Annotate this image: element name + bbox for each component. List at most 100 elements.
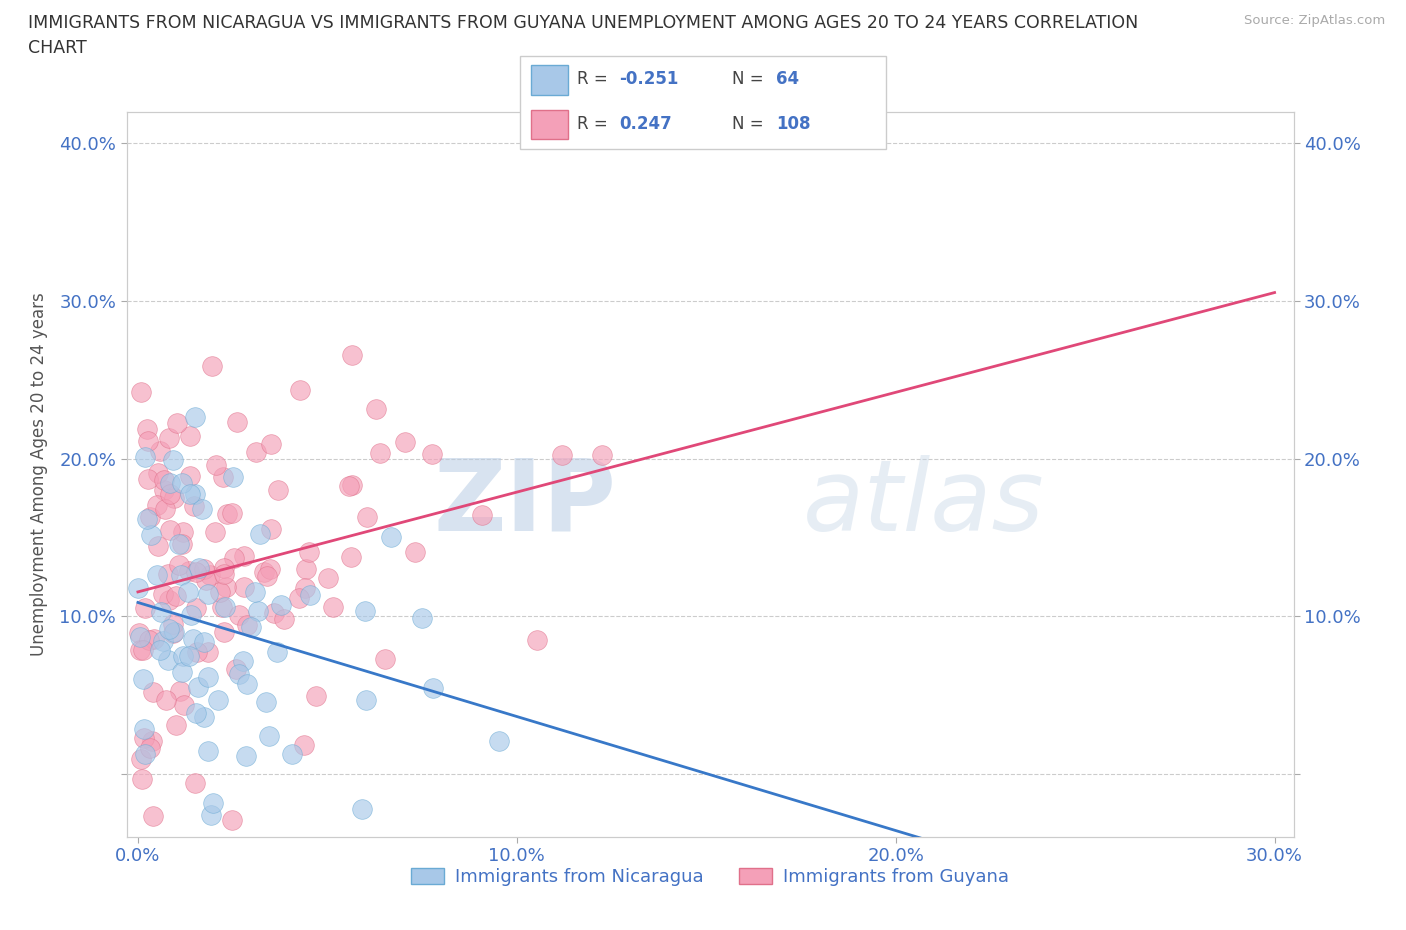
Point [260,436,283,451]
Point [184,705,207,720]
Point [232,549,254,564]
Text: IMMIGRANTS FROM NICARAGUA VS IMMIGRANTS FROM GUYANA UNEMPLOYMENT AMONG AGES 20 T: IMMIGRANTS FROM NICARAGUA VS IMMIGRANTS … [28,14,1139,32]
Point [170,475,193,490]
Point [170,567,193,582]
Point [165,589,187,604]
Point [169,684,191,698]
Text: 108: 108 [776,114,811,133]
Point [183,775,205,790]
Point [266,644,288,659]
Point [134,601,156,616]
Point [256,569,278,584]
Point [253,565,276,579]
Text: 0.247: 0.247 [619,114,672,133]
Point [162,626,184,641]
Point [263,606,285,621]
Point [149,604,172,619]
Point [214,579,236,594]
Text: Source: ZipAtlas.com: Source: ZipAtlas.com [1244,14,1385,27]
Point [221,506,243,521]
Point [138,633,160,648]
Point [368,445,391,460]
Point [214,599,236,614]
Point [340,347,363,362]
Point [184,409,207,424]
Point [138,740,160,755]
Point [374,651,396,666]
Point [195,573,218,588]
Point [281,747,304,762]
Point [356,510,378,525]
Point [254,695,277,710]
Point [184,600,207,615]
Point [288,382,311,397]
Point [128,626,150,641]
Point [179,429,201,444]
Point [207,693,229,708]
Point [149,643,172,658]
Point [259,562,281,577]
Point [134,450,156,465]
Point [222,551,245,565]
Point [225,662,247,677]
Point [197,670,219,684]
Point [146,466,169,481]
Point [471,508,494,523]
Text: R =: R = [576,114,613,133]
Point [235,676,257,691]
Point [298,545,321,560]
Point [179,565,201,579]
Point [249,526,271,541]
Point [165,718,187,733]
Point [364,402,387,417]
Point [322,600,344,615]
Point [159,522,181,537]
Point [184,487,207,502]
Point [200,567,222,582]
Point [179,486,201,501]
Point [129,630,152,644]
Point [226,415,249,430]
Point [526,632,548,647]
Point [179,469,201,484]
Point [339,550,361,565]
Point [142,684,165,699]
Point [138,472,160,486]
Point [422,446,444,461]
Point [422,680,444,695]
Point [212,470,235,485]
Point [222,470,245,485]
FancyBboxPatch shape [531,110,568,140]
Point [167,537,190,551]
Point [232,654,254,669]
Point [186,644,208,659]
Point [146,539,169,554]
Point [162,452,184,467]
Point [134,722,156,737]
Point [295,561,318,576]
Point [211,600,233,615]
Point [200,807,222,822]
Point [156,566,179,581]
Point [162,617,184,631]
Point [267,483,290,498]
Point [142,808,165,823]
Point [169,558,191,573]
Point [201,359,224,374]
Point [136,433,159,448]
Point [221,812,243,827]
Point [172,648,194,663]
Point [152,587,174,602]
Point [184,565,207,579]
Point [157,592,180,607]
Point [239,619,262,634]
Point [136,421,159,436]
Point [228,608,250,623]
Text: R =: R = [576,70,613,88]
Text: CHART: CHART [28,39,87,57]
Point [273,612,295,627]
Point [214,567,236,582]
Point [212,624,235,639]
Point [180,607,202,622]
Point [177,649,200,664]
